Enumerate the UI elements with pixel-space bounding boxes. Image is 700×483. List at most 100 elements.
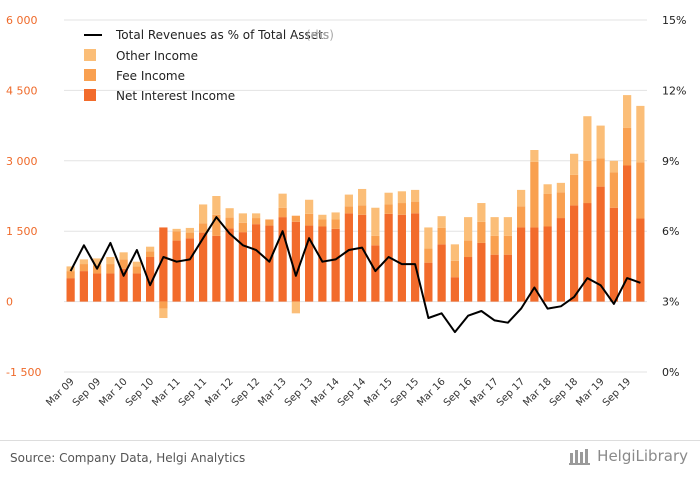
bar-segment [437, 227, 446, 245]
bar-segment [570, 153, 579, 175]
bar-segment [305, 199, 314, 214]
x-tick-label: Sep 19 [601, 376, 633, 408]
bar-segment [291, 301, 300, 314]
bar-segment [556, 192, 565, 219]
bar-segment [384, 192, 393, 205]
bar-segment [106, 273, 115, 302]
x-tick-label: Sep 13 [283, 376, 315, 408]
bar-segment [411, 213, 420, 302]
bar-segment [371, 207, 380, 236]
y-tick-label-right: 3% [662, 296, 679, 309]
bar-segment [358, 188, 367, 206]
y-tick-label-left: 3 000 [6, 155, 38, 168]
legend-label-other: Other Income [116, 49, 198, 63]
legend: Total Revenues as % of Total Assets (rhs… [84, 28, 334, 103]
bar-segment [225, 208, 234, 218]
bar-segment [159, 227, 168, 302]
line-series [69, 216, 641, 334]
bar-segment [411, 189, 420, 202]
bar-segment [172, 231, 181, 241]
bar-segment [609, 207, 618, 302]
chart: -1 500 0 1 500 3 000 4 500 6 000 0% 3% 6% 9% 12% 1… [6, 14, 686, 409]
x-tick-label: Sep 11 [177, 376, 209, 408]
bars [66, 95, 645, 319]
bar-segment [212, 214, 221, 236]
y-tick-label-left: 1 500 [6, 225, 38, 238]
bar-segment [424, 248, 433, 263]
bar-segment [132, 261, 141, 267]
bar-segment [358, 214, 367, 302]
bar-segment [106, 264, 115, 274]
bar-segment [146, 257, 155, 302]
bar-segment [79, 259, 88, 265]
bar-segment [185, 232, 194, 239]
bar-segment [132, 273, 141, 302]
x-tick-label: Mar 09 [44, 376, 76, 408]
revenue-ratio-line [69, 216, 641, 334]
bar-segment [556, 218, 565, 302]
bar-segment [185, 227, 194, 233]
bar-segment [530, 161, 539, 228]
y-tick-label-left: 6 000 [6, 14, 38, 27]
bar-segment [278, 207, 287, 218]
bar-segment [477, 242, 486, 302]
bar-segment [238, 222, 247, 233]
bar-segment [331, 219, 340, 229]
y-tick-label-left: 4 500 [6, 84, 38, 97]
bar-segment [437, 216, 446, 228]
bar-segment [132, 266, 141, 274]
bar-segment [291, 215, 300, 222]
bar-segment [79, 264, 88, 272]
x-tick-label: Mar 16 [415, 376, 447, 408]
bar-segment [424, 262, 433, 302]
bar-segment [636, 162, 645, 219]
bar-segment [583, 203, 592, 302]
bar-segment [384, 204, 393, 214]
bar-segment [623, 165, 632, 302]
bar-segment [265, 219, 274, 226]
bar-segment [199, 204, 208, 224]
legend-swatch-nii [84, 89, 96, 101]
bar-segment [238, 232, 247, 302]
bar-segment [464, 217, 473, 241]
bar-segment [344, 213, 353, 302]
y-tick-label-right: 15% [662, 14, 686, 27]
bar-segment [66, 278, 75, 302]
bar-segment [570, 174, 579, 206]
y-tick-label-right: 0% [662, 366, 679, 379]
bar-segment [636, 105, 645, 163]
bar-segment [344, 206, 353, 214]
legend-swatch-other [84, 49, 96, 61]
bar-segment [490, 254, 499, 302]
x-tick-label: Sep 12 [230, 376, 262, 408]
bar-segment [252, 213, 261, 219]
y-tick-label-right: 12% [662, 84, 686, 97]
library-icon [569, 449, 591, 465]
bar-segment [530, 227, 539, 302]
bar-segment [291, 221, 300, 302]
source-note: Source: Company Data, Helgi Analytics [10, 451, 246, 465]
brand-logo: HelgiLibrary [569, 447, 688, 465]
bar-segment [543, 226, 552, 302]
x-tick-label: Sep 18 [548, 376, 580, 408]
bar-segment [238, 213, 247, 223]
bar-segment [397, 214, 406, 302]
bar-segment [252, 224, 261, 302]
bar-segment [278, 193, 287, 208]
bar-segment [225, 228, 234, 302]
bar-segment [371, 235, 380, 246]
bar-segment [490, 235, 499, 255]
bar-segment [305, 213, 314, 226]
x-tick-label: Sep 15 [389, 376, 421, 408]
bar-segment [199, 223, 208, 233]
bar-segment [517, 206, 526, 228]
bar-segment [146, 251, 155, 258]
bar-segment [265, 225, 274, 302]
bar-segment [185, 238, 194, 302]
bar-segment [450, 244, 459, 261]
x-tick-label: Mar 18 [521, 376, 553, 408]
legend-label-fee: Fee Income [116, 69, 185, 83]
bar-segment [636, 218, 645, 302]
bar-segment [172, 240, 181, 302]
